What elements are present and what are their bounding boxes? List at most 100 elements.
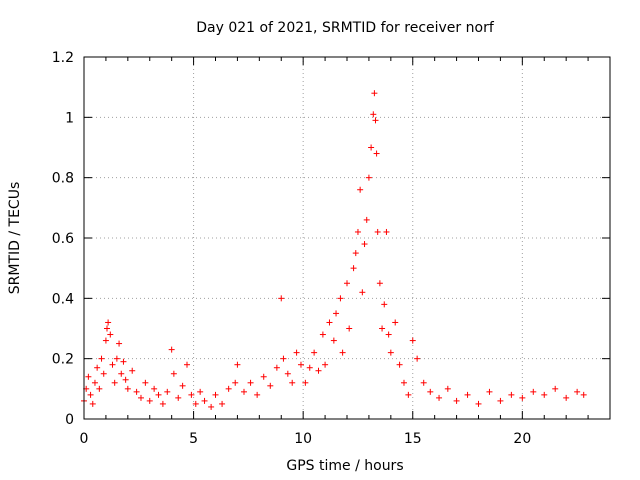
data-point <box>94 364 101 371</box>
data-point <box>91 379 98 386</box>
data-point <box>392 319 399 326</box>
data-point <box>104 325 111 332</box>
x-tick-label: 10 <box>294 431 312 447</box>
data-point <box>574 388 581 395</box>
data-point <box>113 355 120 362</box>
data-point <box>464 391 471 398</box>
data-point <box>197 388 204 395</box>
data-point <box>311 349 318 356</box>
data-point <box>297 361 304 368</box>
data-point <box>409 337 416 344</box>
data-point <box>240 388 247 395</box>
data-point <box>85 373 92 380</box>
data-point <box>219 400 226 407</box>
data-point <box>278 295 285 302</box>
data-point <box>273 364 280 371</box>
data-point <box>530 388 537 395</box>
x-tick-label: 20 <box>513 431 531 447</box>
data-point <box>111 379 118 386</box>
data-point <box>98 355 105 362</box>
data-point <box>405 391 412 398</box>
data-point <box>319 331 326 338</box>
data-point <box>96 385 103 392</box>
data-point <box>563 394 570 401</box>
data-point <box>361 241 368 248</box>
y-tick-label: 0.6 <box>52 231 74 247</box>
data-point <box>146 397 153 404</box>
data-point <box>109 361 116 368</box>
data-point <box>155 391 162 398</box>
data-point <box>122 376 129 383</box>
x-axis-label: GPS time / hours <box>286 458 403 474</box>
data-point <box>267 382 274 389</box>
data-point <box>201 397 208 404</box>
data-point <box>137 394 144 401</box>
data-point <box>475 400 482 407</box>
y-tick-label: 0.8 <box>52 171 74 187</box>
data-point <box>372 117 379 124</box>
data-point <box>414 355 421 362</box>
data-point <box>376 280 383 287</box>
data-point <box>486 388 493 395</box>
data-point <box>444 385 451 392</box>
data-point <box>284 370 291 377</box>
data-point <box>129 367 136 374</box>
x-tick-label: 0 <box>80 431 89 447</box>
data-point <box>322 361 329 368</box>
data-point <box>379 325 386 332</box>
data-point <box>100 370 107 377</box>
data-point <box>371 90 378 97</box>
data-point <box>254 391 261 398</box>
y-tick-label: 1 <box>65 110 74 126</box>
data-point <box>363 216 370 223</box>
data-point <box>352 250 359 257</box>
data-point <box>247 379 254 386</box>
data-point <box>333 310 340 317</box>
data-point <box>107 331 114 338</box>
data-point <box>212 391 219 398</box>
data-point <box>396 361 403 368</box>
data-point <box>225 385 232 392</box>
data-point <box>289 379 296 386</box>
data-point <box>326 319 333 326</box>
x-tick-label: 5 <box>189 431 198 447</box>
data-point <box>232 379 239 386</box>
data-point <box>116 340 123 347</box>
data-point <box>354 228 361 235</box>
chart-title: Day 021 of 2021, SRMTID for receiver nor… <box>196 20 495 36</box>
data-point <box>170 370 177 377</box>
data-point <box>344 280 350 287</box>
data-point <box>179 382 186 389</box>
data-point <box>373 150 380 157</box>
y-tick-label: 0.2 <box>52 352 74 368</box>
data-point <box>87 391 94 398</box>
data-point <box>357 186 364 193</box>
y-axis-label: SRMTID / TECUs <box>7 182 23 295</box>
data-point <box>188 391 195 398</box>
data-point <box>293 349 300 356</box>
data-point <box>368 144 375 151</box>
data-point <box>89 400 96 407</box>
data-point <box>519 394 526 401</box>
data-points <box>81 90 587 410</box>
data-point <box>234 361 241 368</box>
data-point <box>175 394 182 401</box>
data-point <box>374 228 381 235</box>
data-point <box>552 385 559 392</box>
data-point <box>164 388 171 395</box>
y-tick-label: 0.4 <box>52 291 74 307</box>
data-point <box>508 391 515 398</box>
data-point <box>315 367 322 374</box>
data-point <box>381 301 388 308</box>
data-point <box>359 289 366 296</box>
y-tick-label: 1.2 <box>52 50 74 66</box>
data-point <box>151 385 158 392</box>
data-point <box>383 228 390 235</box>
data-point <box>330 337 337 344</box>
data-point <box>102 337 109 344</box>
data-point <box>159 400 166 407</box>
data-point <box>192 400 199 407</box>
data-point <box>302 379 309 386</box>
